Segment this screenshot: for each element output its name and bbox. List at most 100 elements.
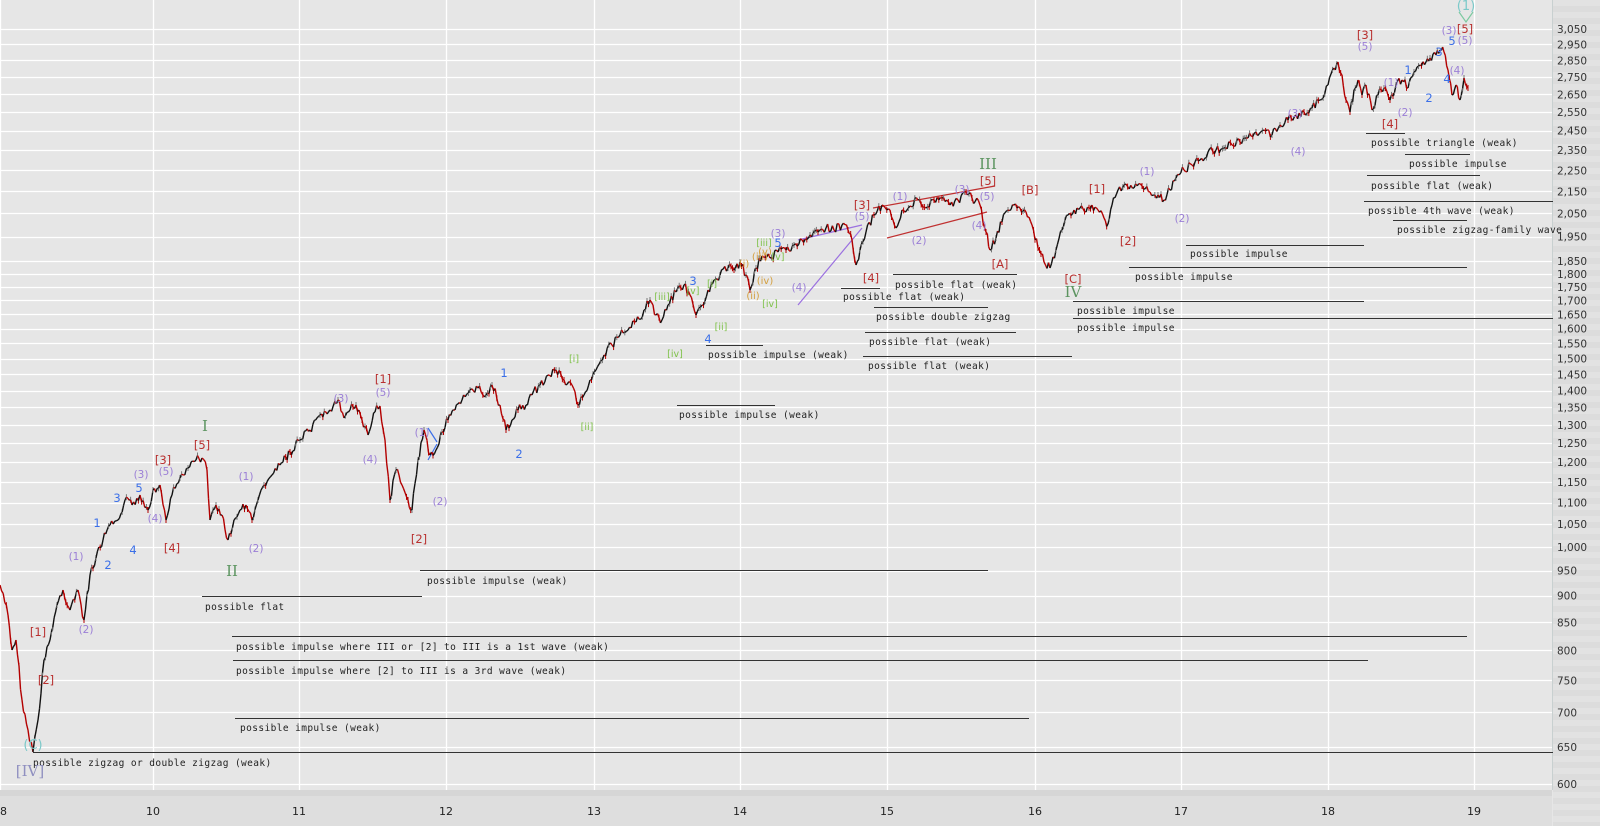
wave-label: [B] [1022,183,1039,197]
wave-label: [5] [980,174,996,188]
x-tick-label: 11 [292,805,306,818]
wave-label: (3) [1442,25,1457,37]
wave-label: [3] [1357,28,1373,42]
wave-label: I [202,417,208,435]
y-tick-label: 1,550 [1557,338,1587,350]
y-tick-label: 2,850 [1557,55,1587,67]
x-axis-panel [0,790,1552,826]
wave-label: (3) [771,228,786,240]
wave-label: (iv) [757,276,774,287]
wave-label: [3] [854,198,870,212]
annotation-label: possible impulse [1135,272,1233,283]
wave-label: (5) [376,387,391,399]
wave-label: (4) [972,220,987,232]
wave-label: (4) [1450,65,1465,77]
wave-label: (3) [955,184,970,196]
channel-line [427,443,438,461]
y-tick-label: 2,650 [1557,89,1587,101]
wave-label: [5] [194,438,210,452]
annotation-label: possible flat [205,602,285,613]
wave-label: [4] [1382,117,1398,131]
wave-label: (v) [758,247,772,258]
wave-label: [3] [155,453,171,467]
channel-line [886,211,988,239]
y-tick-label: 1,950 [1557,232,1587,244]
wave-label: 4 [704,332,711,346]
wave-label: (2) [433,496,448,508]
wave-label: (5) [1358,41,1373,53]
annotation-label: possible flat (weak) [895,280,1017,291]
wave-label: 1 [1404,63,1411,77]
annotation-label: possible impulse where [2] to III is a 3… [236,666,566,677]
wave-label: [i] [707,279,717,290]
y-tick-label: 3,050 [1557,24,1587,36]
y-tick-label: 2,050 [1557,208,1587,220]
annotation-label: possible zigzag or double zigzag (weak) [33,758,272,769]
wave-label: 3 [1435,45,1442,59]
wave-label: (4) [148,513,163,525]
x-tick-label: 14 [733,805,747,818]
price-series [0,46,1469,753]
wave-label: [2] [1120,234,1136,248]
annotation-label: possible impulse where III or [2] to III… [236,642,609,653]
y-tick-label: 600 [1557,779,1577,791]
wave-label: (3) [1288,108,1303,120]
wave-label: (1) [239,471,254,483]
annotation-label: possible flat (weak) [843,292,965,303]
annotation-label: possible impulse (weak) [708,350,849,361]
wave-label: [i] [569,354,579,365]
wave-label: (1) [415,427,430,439]
wave-label: [iii] [756,238,771,249]
wave-label: (1) [1384,77,1399,89]
wave-label: [4] [863,271,879,285]
y-tick-label: 2,750 [1557,72,1587,84]
y-tick-label: 700 [1557,707,1577,719]
y-tick-label: 1,700 [1557,295,1587,307]
wave-label: (2) [1398,107,1413,119]
y-tick-label: 2,450 [1557,126,1587,138]
y-tick-label: 800 [1557,645,1577,657]
wave-label: (5) [855,211,870,223]
wave-label: 2 [515,447,522,461]
wave-label: 4 [1443,72,1450,86]
y-tick-label: 1,600 [1557,324,1587,336]
y-tick-label: 1,000 [1557,542,1587,554]
wave-labels: (C)[IV][1][2](1)(2)12345(3)(4)[3](5)[4]I… [16,0,1475,780]
y-tick-label: 1,100 [1557,498,1587,510]
annotation-label: possible double zigzag [876,312,1011,323]
y-tick-label: 1,450 [1557,369,1587,381]
wave-label: [C] [1064,272,1081,286]
y-tick-label: 2,550 [1557,107,1587,119]
annotation-label: possible 4th wave (weak) [1368,206,1515,217]
annotation-label: possible impulse (weak) [427,576,568,587]
y-tick-label: 950 [1557,566,1577,578]
wave-label: (5) [1458,35,1473,47]
annotation-label: possible triangle (weak) [1371,138,1518,149]
annotation-label: possible flat (weak) [868,361,990,372]
wave-label: [1] [1089,182,1105,196]
wave-label: [5] [1457,22,1473,36]
wave-label: (2) [79,624,94,636]
annotation-label: possible impulse [1409,159,1507,170]
y-tick-label: 1,050 [1557,519,1587,531]
annotation-label: possible flat (weak) [869,337,991,348]
x-axis-ticks: 08 10 11 12 13 14 15 16 17 18 19 [0,805,1481,818]
wave-label: III [979,155,997,173]
wave-label: (ii) [746,291,759,302]
y-tick-label: 1,400 [1557,386,1587,398]
channel-line [427,427,438,443]
wave-label: (1) [1457,0,1475,14]
wave-label: 1 [93,516,100,530]
annotation-label: possible zigzag-family wave [1397,225,1562,236]
y-tick-label: 1,500 [1557,354,1587,366]
y-tick-label: 750 [1557,675,1577,687]
gridlines [0,0,1552,790]
wave-label: (3) [134,469,149,481]
channel-lines [427,185,996,461]
wave-label: [1] [30,625,46,639]
wave-label: [v] [771,252,784,263]
wave-label: (1) [69,551,84,563]
wave-label: 1 [500,366,507,380]
wave-label: [v] [686,286,699,297]
wave-label: (iii) [752,252,768,263]
